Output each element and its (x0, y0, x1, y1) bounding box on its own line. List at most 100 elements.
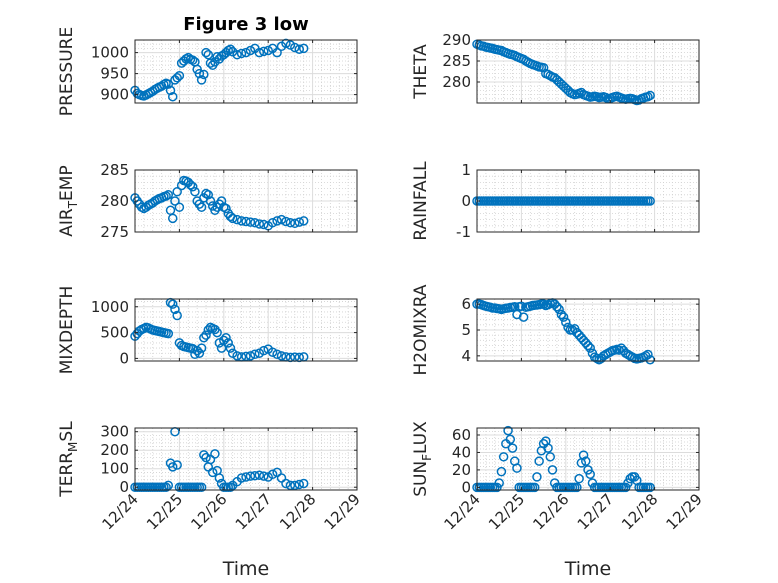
data-point (250, 470, 260, 481)
data-point (645, 196, 655, 206)
data-point (232, 214, 242, 225)
data-point (285, 480, 296, 491)
data-point (203, 49, 214, 60)
data-point (294, 217, 305, 227)
data-point (272, 47, 282, 58)
data-point (165, 85, 176, 96)
data-point (199, 69, 209, 80)
data-point (298, 216, 309, 226)
data-point (241, 351, 251, 362)
data-point (259, 219, 269, 230)
data-point (241, 47, 251, 58)
data-point (505, 434, 516, 445)
data-point (281, 38, 291, 49)
data-point (210, 449, 220, 459)
data-point (574, 473, 584, 484)
data-point (187, 55, 198, 65)
data-point (225, 44, 236, 54)
data-point (196, 202, 207, 212)
data-point (196, 75, 207, 85)
data-point (498, 452, 509, 462)
data-point (221, 333, 231, 343)
data-point (170, 304, 180, 315)
data-point (194, 68, 205, 79)
data-point (547, 465, 558, 475)
data-point (254, 47, 265, 58)
x-tick-label: 12/25 (485, 490, 528, 533)
data-point (167, 462, 178, 472)
data-point (250, 349, 260, 360)
y-axis-label: H2OMIXRA (411, 284, 431, 375)
data-point (552, 302, 562, 312)
data-point (538, 62, 549, 73)
x-tick-label: 12/29 (663, 490, 706, 533)
y-axis-label: MIXDEPTH (57, 286, 77, 375)
axes-background (135, 299, 357, 361)
data-point (236, 216, 247, 226)
data-point (187, 343, 198, 354)
data-point (172, 73, 182, 83)
data-point (276, 351, 287, 361)
data-point (494, 478, 504, 488)
data-point (290, 218, 300, 229)
data-point (267, 217, 278, 228)
data-point (259, 46, 269, 57)
data-point (583, 340, 593, 351)
axes-frame (476, 427, 700, 491)
data-point (578, 450, 589, 460)
data-point (225, 343, 236, 353)
subplot-3: 275 280 285 AIRTEMP (57, 161, 358, 241)
data-point (163, 480, 174, 491)
data-point (170, 196, 180, 206)
y-tick-label: 0 (119, 478, 129, 496)
data-point (585, 469, 595, 480)
data-point (285, 217, 296, 228)
y-tick-label: -1 (456, 223, 471, 241)
y-tick-label: 285 (100, 161, 129, 179)
y-axis-label: PRESSURE (57, 27, 77, 116)
data-point (281, 478, 291, 489)
data-point (163, 190, 174, 200)
x-tick-label: 12/24 (99, 490, 142, 533)
data-point (232, 351, 242, 361)
data-point (214, 473, 225, 483)
data-point (185, 180, 196, 190)
y-tick-label: 280 (442, 73, 471, 91)
data-point (534, 456, 544, 466)
data-point (241, 216, 251, 227)
data-point (254, 219, 265, 229)
data-point (236, 48, 247, 59)
y-tick-label: 280 (100, 192, 129, 210)
y-tick-label: 285 (442, 52, 471, 70)
data-point (196, 482, 207, 492)
data-point (161, 482, 171, 492)
data-point (294, 479, 305, 490)
subplot-2: 280 285 290 THETA (411, 31, 700, 106)
x-tick-label: 12/28 (618, 490, 661, 533)
x-axis-label: Time (564, 558, 612, 580)
data-point (263, 45, 273, 56)
data-point (503, 425, 513, 436)
chart-title: Figure 3 low (183, 14, 308, 35)
y-tick-label: 200 (100, 441, 129, 459)
data-point (196, 343, 207, 353)
axes-frame (134, 427, 358, 491)
y-axis-label: RAINFALL (411, 161, 431, 241)
y-tick-label: 1 (461, 161, 471, 179)
data-point (518, 312, 529, 322)
data-point (532, 472, 542, 482)
data-point (290, 480, 300, 491)
x-tick-label: 12/28 (276, 490, 319, 533)
data-point (496, 466, 507, 477)
data-point (205, 58, 216, 68)
data-point (232, 49, 242, 60)
data-point (250, 217, 260, 228)
data-point (223, 338, 233, 348)
data-point (163, 328, 174, 339)
x-tick-label: 12/27 (574, 490, 617, 533)
data-point (199, 450, 209, 460)
data-point (294, 44, 305, 54)
data-point (507, 443, 518, 453)
